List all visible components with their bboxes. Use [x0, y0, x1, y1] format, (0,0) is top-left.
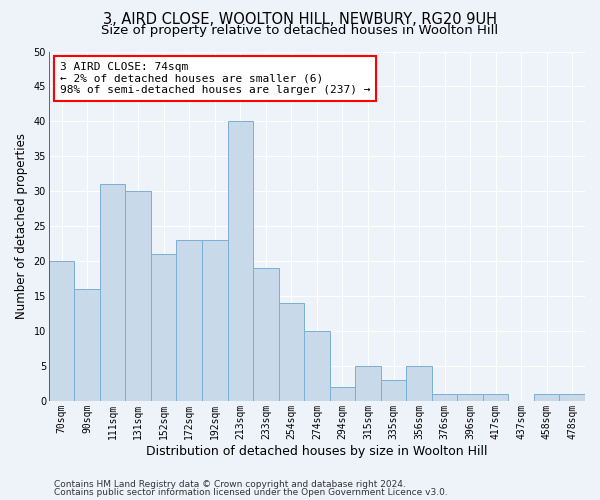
- Bar: [304, 331, 329, 401]
- Text: Contains public sector information licensed under the Open Government Licence v3: Contains public sector information licen…: [54, 488, 448, 497]
- Bar: [227, 122, 253, 401]
- X-axis label: Distribution of detached houses by size in Woolton Hill: Distribution of detached houses by size …: [146, 444, 488, 458]
- Bar: [151, 254, 176, 401]
- Bar: [253, 268, 278, 401]
- Bar: [457, 394, 483, 401]
- Bar: [559, 394, 585, 401]
- Bar: [355, 366, 381, 401]
- Text: Size of property relative to detached houses in Woolton Hill: Size of property relative to detached ho…: [101, 24, 499, 37]
- Bar: [202, 240, 227, 401]
- Bar: [125, 192, 151, 401]
- Bar: [278, 303, 304, 401]
- Bar: [534, 394, 559, 401]
- Bar: [49, 261, 74, 401]
- Bar: [406, 366, 432, 401]
- Bar: [329, 387, 355, 401]
- Bar: [381, 380, 406, 401]
- Bar: [74, 289, 100, 401]
- Text: 3, AIRD CLOSE, WOOLTON HILL, NEWBURY, RG20 9UH: 3, AIRD CLOSE, WOOLTON HILL, NEWBURY, RG…: [103, 12, 497, 28]
- Bar: [176, 240, 202, 401]
- Bar: [483, 394, 508, 401]
- Text: 3 AIRD CLOSE: 74sqm
← 2% of detached houses are smaller (6)
98% of semi-detached: 3 AIRD CLOSE: 74sqm ← 2% of detached hou…: [59, 62, 370, 95]
- Bar: [432, 394, 457, 401]
- Y-axis label: Number of detached properties: Number of detached properties: [15, 133, 28, 319]
- Text: Contains HM Land Registry data © Crown copyright and database right 2024.: Contains HM Land Registry data © Crown c…: [54, 480, 406, 489]
- Bar: [100, 184, 125, 401]
